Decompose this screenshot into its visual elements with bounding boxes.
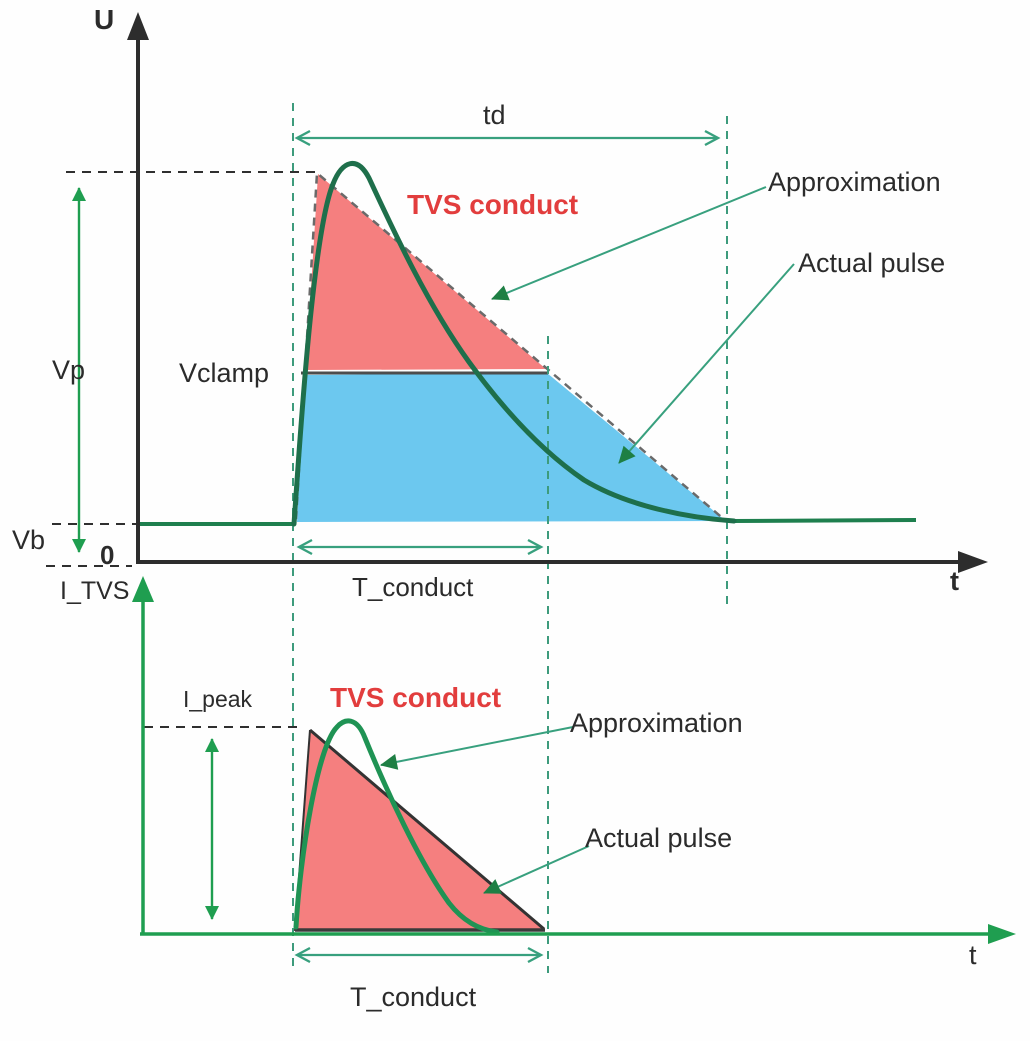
vclamp-label: Vclamp bbox=[179, 358, 270, 388]
approximation-callout-arrow-top bbox=[491, 186, 767, 301]
t-conduct-label-bottom: T_conduct bbox=[350, 982, 477, 1012]
actual-pulse-callout-arrow-bottom bbox=[483, 845, 590, 894]
i-peak-label: I_peak bbox=[183, 686, 253, 712]
approximation-label-top: Approximation bbox=[768, 167, 941, 197]
approximation-label-bottom: Approximation bbox=[570, 708, 743, 738]
top-y-axis-arrow-icon bbox=[127, 12, 149, 40]
top-y-axis-label: U bbox=[94, 4, 115, 35]
bottom-x-axis-label: t bbox=[969, 940, 977, 970]
tvs-conduct-label-top: TVS conduct bbox=[407, 189, 579, 220]
blue-region-below-vclamp bbox=[297, 373, 726, 522]
bottom-x-axis-arrow-icon bbox=[988, 924, 1016, 944]
actual-pulse-callout-arrow-top bbox=[618, 263, 795, 464]
actual-pulse-label-bottom: Actual pulse bbox=[585, 823, 733, 853]
tvs-conduct-label-bottom: TVS conduct bbox=[330, 682, 502, 713]
td-label: td bbox=[483, 100, 506, 130]
approximation-hypotenuse-bottom bbox=[309, 728, 545, 931]
actual-pulse-curve-bottom bbox=[293, 718, 500, 935]
vp-label: Vp bbox=[52, 355, 86, 385]
bottom-y-axis-arrow-icon bbox=[132, 576, 154, 602]
t-conduct-label-top: T_conduct bbox=[352, 572, 474, 602]
top-x-axis-label: t bbox=[950, 566, 959, 596]
red-region-tvs-conduct-top bbox=[306, 174, 546, 370]
origin-label: 0 bbox=[100, 540, 115, 570]
vb-label: Vb bbox=[12, 525, 46, 555]
top-x-axis-arrow-icon bbox=[958, 551, 988, 573]
actual-pulse-curve-top bbox=[291, 161, 737, 527]
bottom-y-axis-label: I_TVS bbox=[60, 577, 130, 605]
actual-pulse-label-top: Actual pulse bbox=[798, 248, 946, 278]
approximation-callout-arrow-bottom bbox=[380, 726, 574, 770]
baseline-after-pulse bbox=[732, 518, 917, 523]
red-region-tvs-conduct-bottom bbox=[295, 730, 544, 931]
